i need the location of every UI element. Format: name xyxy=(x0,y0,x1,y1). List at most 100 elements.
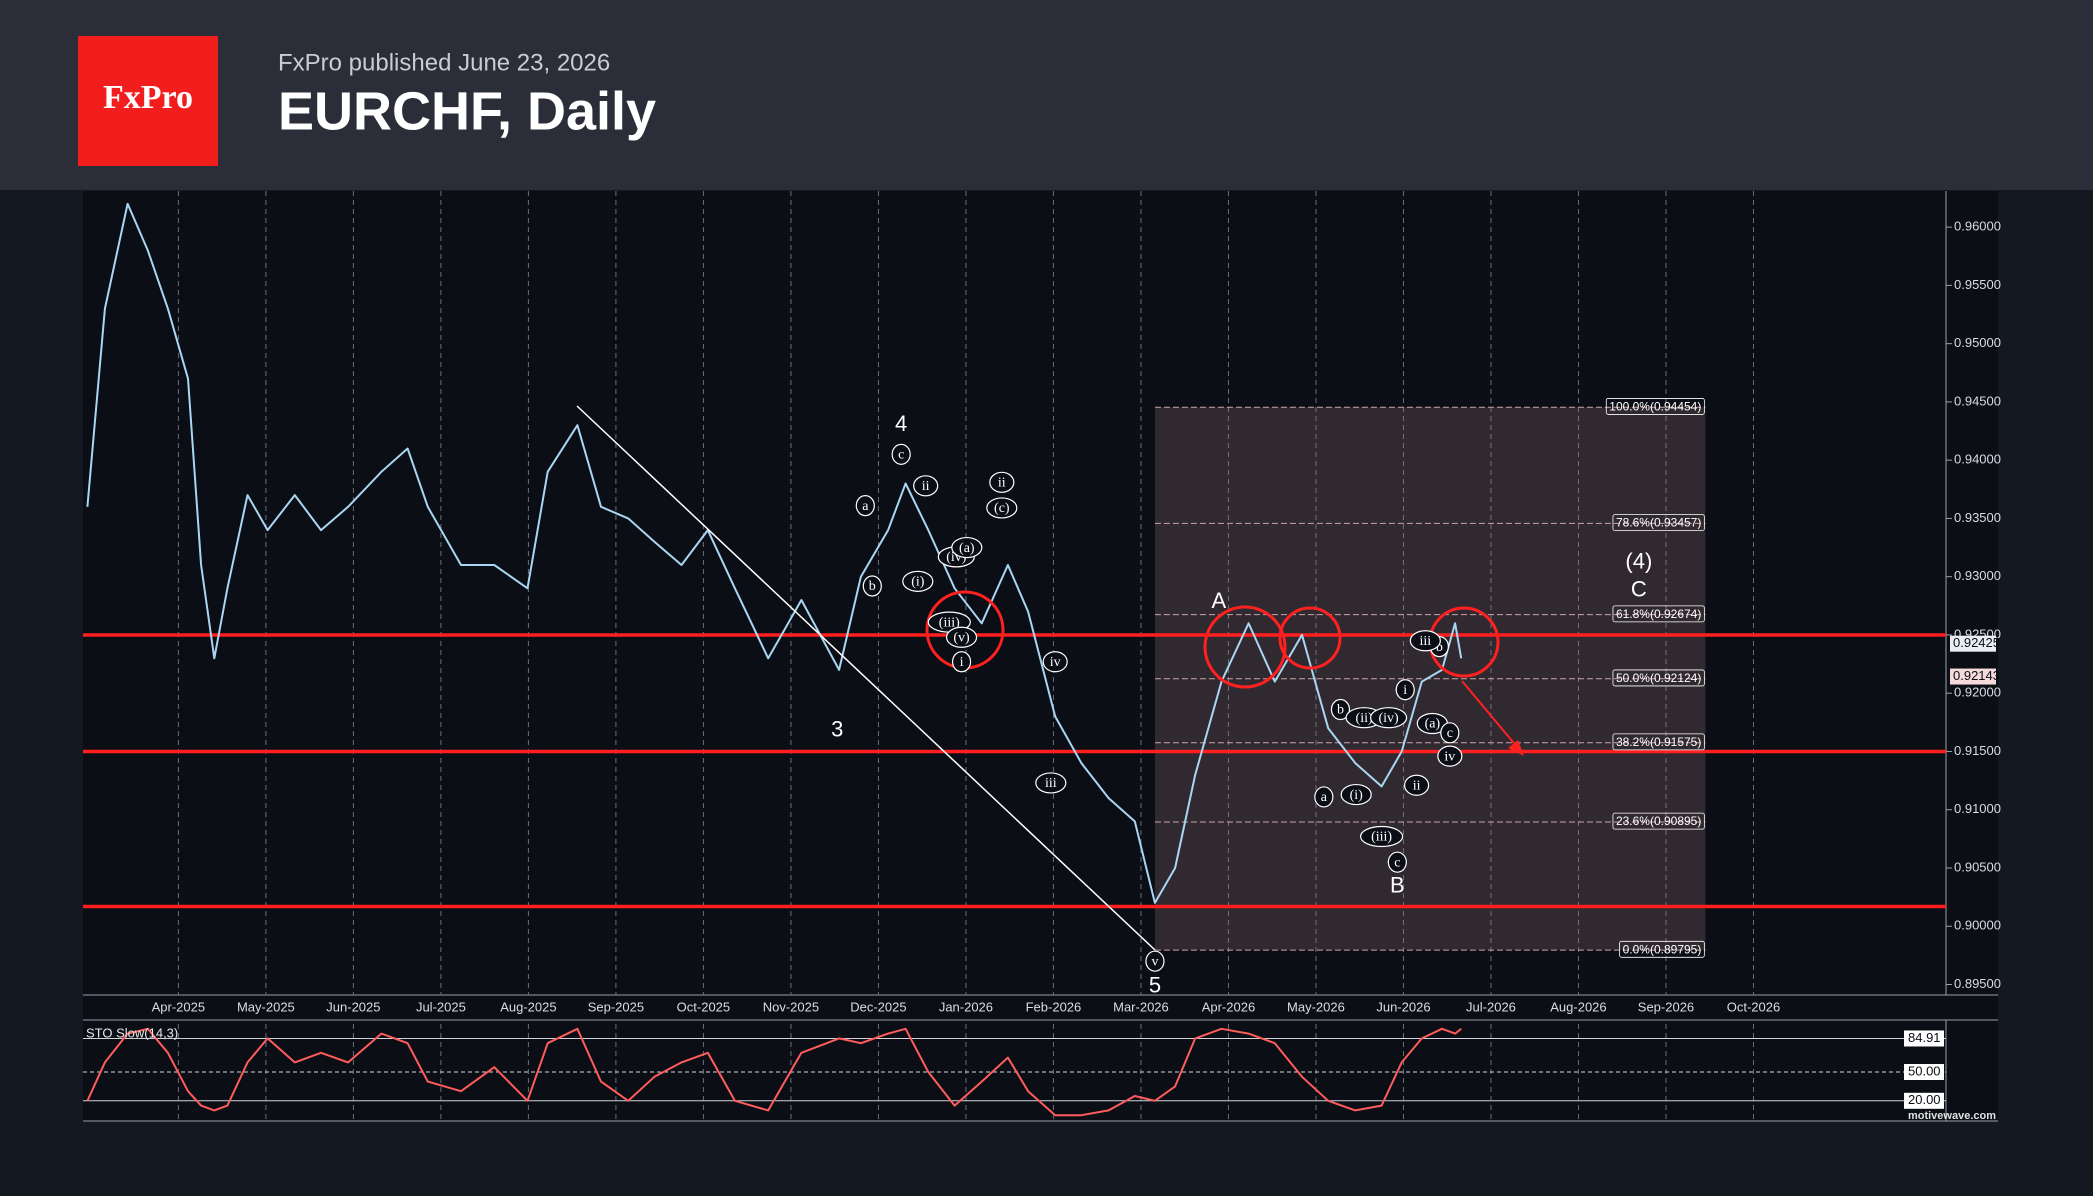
fib-label-box xyxy=(1612,733,1705,751)
trend-line xyxy=(576,405,1156,951)
wave-label: (4) xyxy=(1625,549,1652,574)
main-layer xyxy=(83,202,1946,1117)
y-tick-label: 0.95500 xyxy=(1954,277,2001,292)
y-tick-label: 0.93000 xyxy=(1954,568,2001,583)
fib-label-box xyxy=(1612,514,1705,532)
y-tick-label: 0.95000 xyxy=(1954,335,2001,350)
wave-label: (iii) xyxy=(939,615,960,630)
wave-circle xyxy=(1369,707,1408,729)
wave-circle xyxy=(945,626,978,648)
wave-circle xyxy=(1387,851,1407,873)
x-tick-label: Oct-2026 xyxy=(1727,999,1780,1014)
x-tick-label: Feb-2026 xyxy=(1026,999,1082,1014)
wave-label: c xyxy=(1447,726,1453,741)
stochastic-line xyxy=(86,1027,1462,1117)
wave-circle xyxy=(862,575,882,597)
wave-label: B xyxy=(1390,872,1405,897)
x-tick-label: Aug-2025 xyxy=(500,999,556,1014)
y-tick-label: 0.89500 xyxy=(1954,976,2001,991)
wave-label: iii xyxy=(1045,776,1057,791)
wave-label: (iv) xyxy=(1378,711,1399,726)
wave-circle xyxy=(1340,783,1372,806)
wave-circle xyxy=(1330,698,1351,721)
fib-label: 0.0%(0.89795) xyxy=(1623,942,1702,956)
tick-box xyxy=(1904,1064,1944,1080)
wave-label: (iii) xyxy=(1371,830,1392,845)
price-tag-label: 0.92143 xyxy=(1953,668,2000,683)
wave-circle xyxy=(891,443,911,465)
fib-label-box xyxy=(1612,605,1705,623)
forecast-arrow xyxy=(1461,680,1519,749)
x-tick-label: Sep-2025 xyxy=(588,999,644,1014)
x-tick-label: Apr-2025 xyxy=(152,999,205,1014)
x-tick-label: Dec-2025 xyxy=(850,999,906,1014)
wave-label: iii xyxy=(1420,634,1432,649)
wave-circle xyxy=(1035,772,1067,794)
wave-circle xyxy=(986,497,1018,519)
x-tick-label: Jun-2025 xyxy=(326,999,380,1014)
page-title: EURCHF, Daily xyxy=(278,81,656,141)
fib-label: 38.2%(0.91575) xyxy=(1616,735,1701,749)
wave-label: v xyxy=(1151,954,1158,969)
wave-circle xyxy=(1359,825,1404,848)
wave-label: c xyxy=(1394,855,1400,870)
wave-label: iv xyxy=(1444,749,1455,764)
price-tag xyxy=(1950,635,1996,652)
wave-label: c xyxy=(898,448,904,463)
x-tick-label: Jul-2025 xyxy=(416,999,466,1014)
wave-circle xyxy=(1440,722,1460,744)
fib-label-box xyxy=(1612,812,1705,830)
fib-label-box xyxy=(1612,669,1705,687)
fib-label-box xyxy=(1605,398,1705,415)
wave-label: (ii) xyxy=(1356,711,1373,726)
grid-layer xyxy=(83,191,1998,1122)
x-tick-label: Nov-2025 xyxy=(763,999,819,1014)
wave-circle xyxy=(1437,745,1463,767)
y-tick-label: 0.94500 xyxy=(1954,393,2001,408)
wave-label: i xyxy=(1403,683,1407,698)
wave-label: (c) xyxy=(994,501,1010,516)
wave-label: 4 xyxy=(895,411,907,436)
wave-label: 3 xyxy=(831,716,843,741)
wave-label: (a) xyxy=(1425,717,1441,732)
y-tick-label: 0.92000 xyxy=(1954,685,2001,700)
x-tick-label: Sep-2026 xyxy=(1638,999,1694,1014)
wave-label: ii xyxy=(1413,778,1421,793)
y-tick-label: 84.91 xyxy=(1908,1030,1941,1045)
highlight-circle xyxy=(1203,605,1287,689)
x-tick-label: May-2026 xyxy=(1287,999,1345,1014)
x-tick-label: May-2025 xyxy=(237,999,295,1014)
logo-box xyxy=(78,36,218,166)
wave-circle xyxy=(1314,786,1334,808)
fib-label: 78.6%(0.93457) xyxy=(1616,516,1701,530)
header-bar xyxy=(0,0,2093,190)
y-tick-label: 0.91500 xyxy=(1954,743,2001,758)
wave-label: (i) xyxy=(911,575,925,590)
wave-label: b xyxy=(1436,640,1443,655)
wave-label: iv xyxy=(1050,655,1061,670)
fib-label: 61.8%(0.92674) xyxy=(1616,607,1701,621)
fib-label: 50.0%(0.92124) xyxy=(1616,671,1701,685)
fib-label: 23.6%(0.90895) xyxy=(1616,814,1701,828)
wave-circle xyxy=(902,570,934,592)
wave-circle xyxy=(1403,774,1430,796)
wave-label: A xyxy=(1211,588,1226,613)
indicator-title: STO Slow(14,3) xyxy=(86,1025,178,1040)
y-tick-label: 0.90000 xyxy=(1954,918,2001,933)
wave-label: 5 xyxy=(1149,973,1161,998)
wave-label: a xyxy=(862,499,869,514)
publisher: FxPro published June 23, 2026 xyxy=(278,49,610,76)
tick-box xyxy=(1904,1092,1944,1109)
x-tick-label: Jun-2026 xyxy=(1376,999,1430,1014)
tick-box xyxy=(1904,1030,1944,1047)
wave-label: (v) xyxy=(953,630,970,645)
y-tick-label: 0.90500 xyxy=(1954,859,2001,874)
label-layer: 0.96000 0.95500 0.95000 0.94500 0.94000 0.935… xyxy=(86,219,2001,1122)
wave-circle xyxy=(1395,679,1415,701)
price-line xyxy=(86,202,1463,904)
x-tick-label: Apr-2026 xyxy=(1202,999,1255,1014)
wave-circle xyxy=(1042,651,1068,673)
wave-label: ii xyxy=(922,479,930,494)
